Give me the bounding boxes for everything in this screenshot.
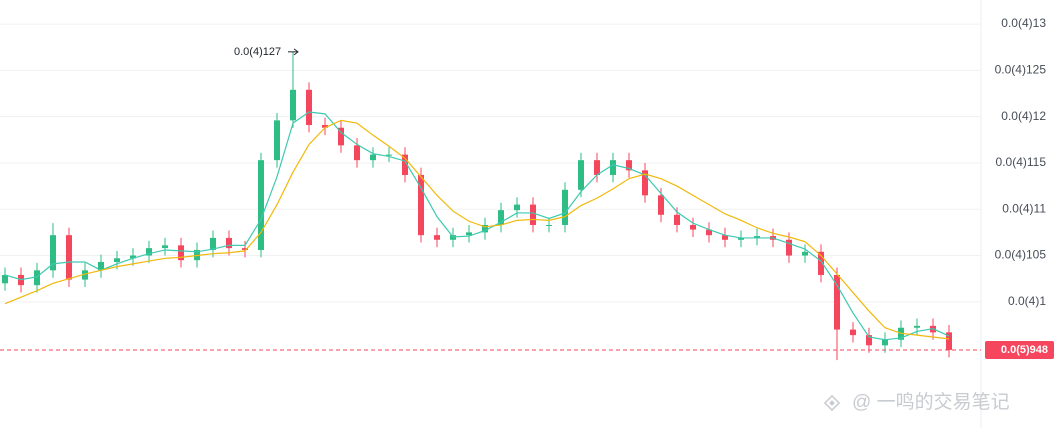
candle-body bbox=[946, 332, 952, 350]
candle-body bbox=[610, 160, 616, 175]
y-tick-label: 0.0(4)11 bbox=[1002, 201, 1046, 215]
candle-body bbox=[914, 325, 920, 328]
candle-body bbox=[850, 329, 856, 336]
candle-body bbox=[786, 239, 792, 256]
candle-body bbox=[98, 262, 104, 271]
candle-body bbox=[66, 235, 72, 280]
moving-average-line bbox=[4, 119, 950, 340]
y-tick-label: 0.0(4)105 bbox=[995, 248, 1047, 262]
candle-body bbox=[498, 210, 504, 225]
candle-body bbox=[274, 120, 280, 161]
candle-body bbox=[722, 235, 728, 240]
candle-body bbox=[674, 214, 680, 225]
candle-body bbox=[754, 236, 760, 238]
candle-body bbox=[306, 89, 312, 125]
candle-body bbox=[594, 160, 600, 175]
y-tick-label: 0.0(4)1 bbox=[1008, 294, 1046, 308]
candle-body bbox=[290, 89, 296, 121]
candle-body bbox=[130, 255, 136, 259]
candle-body bbox=[162, 245, 168, 249]
candle-body bbox=[434, 235, 440, 240]
candle-body bbox=[146, 248, 152, 256]
watermark: @ 一鸣的交易笔记 bbox=[852, 391, 1010, 413]
candle-body bbox=[706, 229, 712, 236]
high-label: 0.0(4)127 bbox=[234, 46, 281, 58]
candle-body bbox=[82, 270, 88, 280]
candle-body bbox=[530, 204, 536, 225]
candle-body bbox=[866, 335, 872, 346]
high-arrow-head bbox=[293, 48, 299, 56]
candle-body bbox=[690, 224, 696, 230]
candle-body bbox=[818, 251, 824, 275]
watermark-icon bbox=[823, 394, 841, 412]
last-price-tag bbox=[985, 340, 1054, 359]
candle-body bbox=[834, 274, 840, 330]
candle-body bbox=[626, 160, 632, 171]
candle-body bbox=[562, 189, 568, 225]
y-tick-label: 0.0(4)115 bbox=[996, 155, 1047, 169]
candle-body bbox=[466, 232, 472, 236]
candle-body bbox=[34, 270, 40, 286]
candle-body bbox=[418, 174, 424, 236]
candle-body bbox=[402, 154, 408, 175]
candle-body bbox=[642, 170, 648, 196]
candle-body bbox=[338, 127, 344, 146]
candle-body bbox=[578, 160, 584, 190]
candle-body bbox=[354, 145, 360, 161]
candle-body bbox=[210, 237, 216, 250]
y-tick-label: 0.0(4)125 bbox=[995, 63, 1047, 77]
candle-body bbox=[482, 224, 488, 233]
candle-body bbox=[370, 154, 376, 161]
candle-body bbox=[50, 235, 56, 271]
candle-body bbox=[546, 224, 552, 226]
candle-body bbox=[322, 124, 328, 128]
candle-body bbox=[114, 258, 120, 263]
candle-body bbox=[178, 245, 184, 261]
candle-body bbox=[258, 160, 264, 250]
last-price-label: 0.0(5)948 bbox=[1001, 344, 1048, 356]
y-tick-label: 0.0(4)12 bbox=[1001, 109, 1046, 123]
candle-body bbox=[226, 237, 232, 249]
candle-body bbox=[514, 204, 520, 211]
y-tick-label: 0.0(4)13 bbox=[1001, 16, 1046, 30]
grid bbox=[0, 23, 981, 303]
candle-body bbox=[802, 251, 808, 256]
moving-average-line bbox=[4, 111, 950, 341]
candle-body bbox=[882, 339, 888, 346]
candle-body bbox=[2, 274, 8, 284]
candle-body bbox=[738, 237, 744, 240]
candle-body bbox=[658, 195, 664, 215]
candle-body bbox=[386, 154, 392, 156]
candle-body bbox=[242, 248, 248, 250]
